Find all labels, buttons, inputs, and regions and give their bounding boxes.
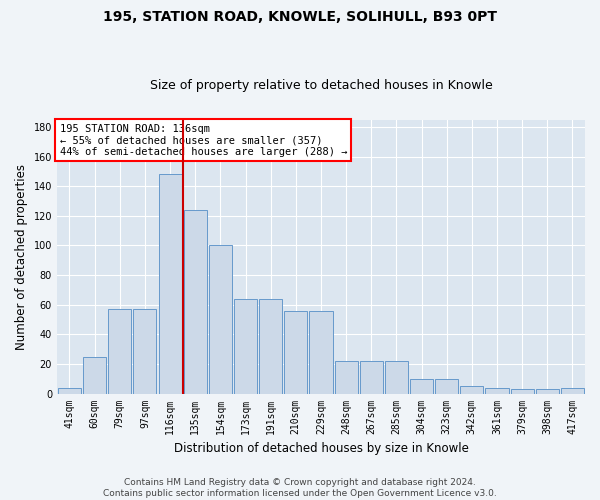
X-axis label: Distribution of detached houses by size in Knowle: Distribution of detached houses by size … [173, 442, 469, 455]
Bar [108, 309, 131, 394]
Bar [83, 356, 106, 394]
Bar [536, 389, 559, 394]
Bar [133, 309, 157, 394]
Bar [234, 299, 257, 394]
Bar [410, 378, 433, 394]
Y-axis label: Number of detached properties: Number of detached properties [15, 164, 28, 350]
Bar [259, 299, 282, 394]
Bar [385, 361, 408, 394]
Title: Size of property relative to detached houses in Knowle: Size of property relative to detached ho… [149, 79, 493, 92]
Bar [485, 388, 509, 394]
Bar [335, 361, 358, 394]
Text: 195 STATION ROAD: 136sqm
← 55% of detached houses are smaller (357)
44% of semi-: 195 STATION ROAD: 136sqm ← 55% of detach… [59, 124, 347, 157]
Bar [184, 210, 207, 394]
Bar [310, 310, 332, 394]
Bar [58, 388, 81, 394]
Bar [435, 378, 458, 394]
Bar [158, 174, 182, 394]
Bar [460, 386, 484, 394]
Bar [561, 388, 584, 394]
Text: Contains HM Land Registry data © Crown copyright and database right 2024.
Contai: Contains HM Land Registry data © Crown c… [103, 478, 497, 498]
Bar [511, 389, 534, 394]
Bar [209, 246, 232, 394]
Text: 195, STATION ROAD, KNOWLE, SOLIHULL, B93 0PT: 195, STATION ROAD, KNOWLE, SOLIHULL, B93… [103, 10, 497, 24]
Bar [359, 361, 383, 394]
Bar [284, 310, 307, 394]
